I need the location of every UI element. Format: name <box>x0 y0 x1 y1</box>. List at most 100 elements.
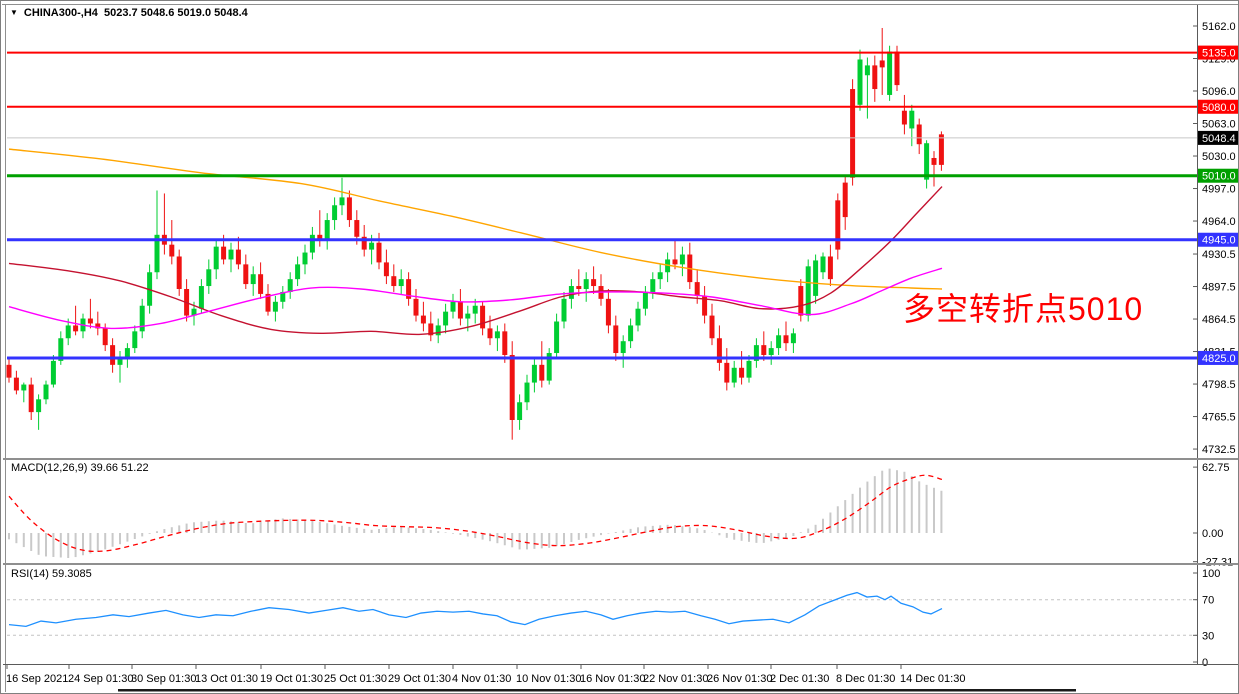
candle-up <box>36 399 42 413</box>
rsi-tick-label: 0 <box>1202 657 1208 669</box>
candle-down <box>842 182 848 218</box>
macd-tick-label: 62.75 <box>1202 462 1230 474</box>
candle-down <box>576 286 582 289</box>
date-label: 26 Nov 01:30 <box>707 673 772 685</box>
candle-down <box>221 246 227 260</box>
candle-up <box>531 364 537 383</box>
candle-up <box>324 220 330 240</box>
ma-slow-orange <box>8 148 943 290</box>
candle-down <box>265 293 271 312</box>
macd-signal-line <box>8 474 943 553</box>
candle-down <box>361 236 367 250</box>
price-tick-label: 5162.0 <box>1202 21 1236 33</box>
candle-up <box>309 234 315 253</box>
candle-up <box>494 331 500 339</box>
date-label: 4 Nov 01:30 <box>452 673 511 685</box>
price-badge-label: 5080.0 <box>1202 102 1236 114</box>
date-label: 8 Dec 01:30 <box>836 673 895 685</box>
candle-down <box>724 362 730 383</box>
candle-down <box>354 220 360 237</box>
price-tick-label: 4997.0 <box>1202 184 1236 196</box>
candle-up <box>435 325 441 336</box>
rsi-tick-label: 70 <box>1202 595 1214 607</box>
candle-down <box>783 335 789 344</box>
candle-down <box>672 259 678 265</box>
splitter-macd-rsi[interactable] <box>3 563 1238 565</box>
candle-up <box>650 279 656 292</box>
candle-up <box>628 325 634 342</box>
price-tick-label: 4964.0 <box>1202 216 1236 228</box>
candle-up <box>295 264 301 280</box>
date-label: 22 Nov 01:30 <box>643 673 708 685</box>
candle-up <box>635 308 641 326</box>
candle-up <box>517 402 523 420</box>
candle-up <box>339 197 345 206</box>
candle-up <box>657 272 663 280</box>
candle-up <box>58 338 64 361</box>
candle-down <box>346 197 352 221</box>
date-label: 14 Dec 01:30 <box>900 673 965 685</box>
candle-down <box>894 51 900 86</box>
candle-down <box>879 60 885 68</box>
candle-up <box>524 382 530 403</box>
candle-down <box>694 282 700 296</box>
date-label: 30 Sep 01:30 <box>131 673 196 685</box>
candle-up <box>776 335 782 349</box>
candle-down <box>102 328 108 346</box>
candle-down <box>258 274 264 294</box>
candle-down <box>827 256 833 280</box>
macd-tick-label: -27.31 <box>1202 557 1233 569</box>
candle-up <box>50 360 56 385</box>
price-badge-5080.0 <box>1198 99 1238 114</box>
splitter-main-macd[interactable] <box>3 458 1238 460</box>
candle-up <box>472 305 478 314</box>
candle-up <box>561 298 567 322</box>
price-tick-label: 4765.5 <box>1202 412 1236 424</box>
candle-up <box>124 348 130 357</box>
candle-down <box>850 89 856 178</box>
candle-up <box>332 205 338 221</box>
candle-down <box>13 377 19 391</box>
price-badge-5135.0 <box>1198 45 1238 60</box>
candle-down <box>6 364 12 378</box>
candle-down <box>916 124 922 145</box>
candle-up <box>583 279 589 289</box>
candles-group <box>6 27 944 440</box>
candle-up <box>857 59 863 105</box>
candle-down <box>243 264 249 285</box>
candle-up <box>198 286 204 309</box>
candle-up <box>132 331 138 349</box>
candle-up <box>465 313 471 319</box>
candle-up <box>753 345 759 361</box>
ohlc-values: 5023.7 5048.6 5019.0 5048.4 <box>104 7 248 19</box>
candle-up <box>287 279 293 292</box>
candle-up <box>820 256 826 273</box>
price-badge-5048.4 <box>1198 130 1238 145</box>
candle-up <box>21 384 27 391</box>
rsi-indicator-label: RSI(14) 59.3085 <box>11 568 92 580</box>
candle-up <box>924 143 930 180</box>
candle-up <box>768 348 774 355</box>
candle-up <box>65 325 71 339</box>
symbol-dropdown-icon[interactable]: ▼ <box>10 8 18 17</box>
price-tick-label: 4864.5 <box>1202 314 1236 326</box>
candle-down <box>509 354 515 420</box>
candle-down <box>591 279 597 287</box>
candle-up <box>813 260 819 296</box>
candle-down <box>420 315 426 324</box>
horizontal-scrollbar[interactable] <box>118 689 1076 692</box>
rsi-line <box>8 591 943 628</box>
candle-down <box>480 305 486 329</box>
ma-fast-magenta <box>8 267 943 330</box>
candle-down <box>457 301 463 319</box>
candle-up <box>546 353 552 381</box>
macd-indicator-label: MACD(12,26,9) 39.66 51.22 <box>11 462 149 474</box>
candle-up <box>642 291 648 309</box>
candle-down <box>539 364 545 381</box>
candle-down <box>502 331 508 355</box>
candle-up <box>250 274 256 285</box>
candle-down <box>931 157 937 165</box>
candle-up <box>280 291 286 302</box>
